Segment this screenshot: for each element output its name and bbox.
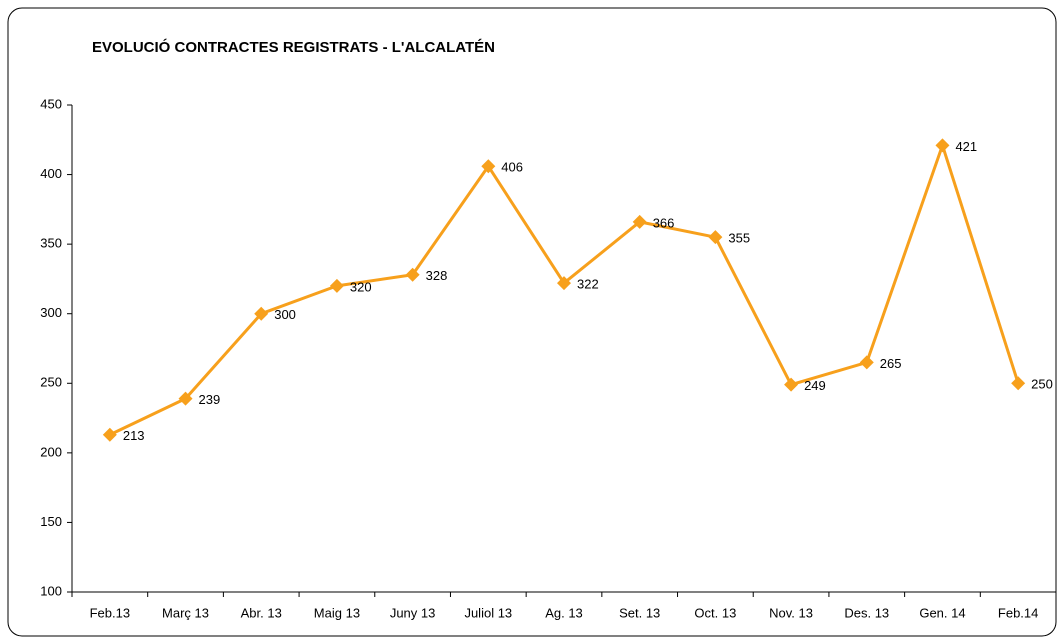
x-tick-label: Nov. 13 bbox=[769, 605, 813, 620]
x-tick-label: Ag. 13 bbox=[545, 605, 583, 620]
chart-title: EVOLUCIÓ CONTRACTES REGISTRATS - L'ALCAL… bbox=[92, 38, 495, 56]
y-tick-label: 350 bbox=[40, 236, 62, 251]
x-tick-label: Març 13 bbox=[162, 605, 209, 620]
data-label: 406 bbox=[501, 160, 523, 175]
data-label: 213 bbox=[123, 428, 145, 443]
marker bbox=[254, 306, 269, 321]
marker bbox=[405, 267, 420, 282]
marker bbox=[178, 391, 193, 406]
data-label: 421 bbox=[955, 139, 977, 154]
x-tick-label: Juny 13 bbox=[390, 605, 436, 620]
x-tick-label: Feb.14 bbox=[998, 605, 1038, 620]
x-tick-label: Des. 13 bbox=[844, 605, 889, 620]
x-tick-label: Juliol 13 bbox=[464, 605, 512, 620]
y-tick-label: 100 bbox=[40, 583, 62, 598]
data-label: 239 bbox=[199, 392, 221, 407]
marker bbox=[1011, 376, 1026, 391]
x-tick-label: Oct. 13 bbox=[694, 605, 736, 620]
y-tick-label: 400 bbox=[40, 166, 62, 181]
data-label: 328 bbox=[426, 268, 448, 283]
marker bbox=[557, 276, 571, 291]
data-label: 265 bbox=[880, 356, 902, 371]
x-tick-label: Feb.13 bbox=[90, 605, 130, 620]
data-label: 355 bbox=[728, 231, 750, 246]
marker bbox=[481, 159, 496, 174]
marker bbox=[859, 355, 874, 370]
y-tick-label: 150 bbox=[40, 514, 62, 529]
x-tick-label: Abr. 13 bbox=[241, 605, 282, 620]
marker bbox=[784, 377, 799, 392]
marker bbox=[102, 427, 117, 442]
y-tick-label: 300 bbox=[40, 305, 62, 320]
marker bbox=[935, 138, 950, 153]
data-label: 366 bbox=[653, 215, 675, 230]
data-label: 322 bbox=[577, 277, 599, 292]
data-label: 250 bbox=[1031, 377, 1053, 392]
y-tick-label: 250 bbox=[40, 375, 62, 390]
y-tick-label: 200 bbox=[40, 444, 62, 459]
marker bbox=[708, 230, 723, 245]
data-label: 300 bbox=[274, 307, 296, 322]
x-tick-label: Set. 13 bbox=[619, 605, 660, 620]
y-tick-label: 450 bbox=[40, 96, 62, 111]
chart-frame bbox=[7, 7, 1057, 637]
x-tick-label: Gen. 14 bbox=[919, 605, 965, 620]
marker bbox=[632, 214, 647, 229]
data-label: 249 bbox=[804, 378, 826, 393]
x-tick-label: Maig 13 bbox=[314, 605, 360, 620]
data-label: 320 bbox=[350, 279, 372, 294]
marker bbox=[329, 278, 344, 293]
